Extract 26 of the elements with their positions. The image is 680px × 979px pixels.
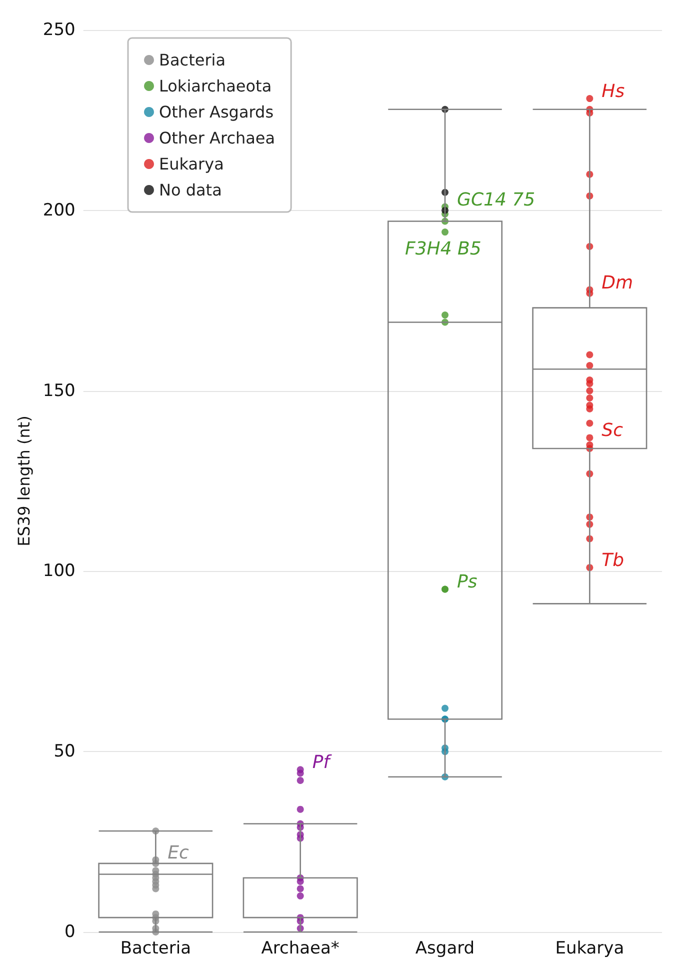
y-tick-label: 50 xyxy=(54,742,76,762)
legend-label: Lokiarchaeota xyxy=(159,76,272,96)
y-tick-label: 200 xyxy=(42,200,76,220)
annotation: Pf xyxy=(312,752,332,774)
legend-label: Eukarya xyxy=(159,154,224,174)
annotation: F3H4 B5 xyxy=(405,238,482,260)
annotation: Sc xyxy=(602,420,624,442)
annotation: Tb xyxy=(602,550,624,572)
x-tick-label: Eukarya xyxy=(555,938,624,958)
y-tick-label: 250 xyxy=(42,20,76,40)
legend-label: Other Asgards xyxy=(159,102,274,122)
legend-label: No data xyxy=(159,180,222,200)
annotation: Ps xyxy=(457,572,478,593)
x-tick-label: Bacteria xyxy=(120,938,192,958)
y-tick-label: 150 xyxy=(42,380,76,401)
x-tick-label: Archaea* xyxy=(261,938,340,958)
y-axis-title: ES39 length (nt) xyxy=(14,416,34,546)
y-tick-label: 0 xyxy=(64,922,76,942)
y-tick-label: 100 xyxy=(42,561,76,582)
x-tick-label: Asgard xyxy=(415,938,475,958)
legend-label: Other Archaea xyxy=(159,128,276,148)
annotation: Hs xyxy=(602,81,625,102)
annotation: Ec xyxy=(168,842,190,864)
annotation: GC14 75 xyxy=(457,189,536,210)
annotation: Dm xyxy=(602,272,634,294)
legend-label: Bacteria xyxy=(159,50,226,70)
